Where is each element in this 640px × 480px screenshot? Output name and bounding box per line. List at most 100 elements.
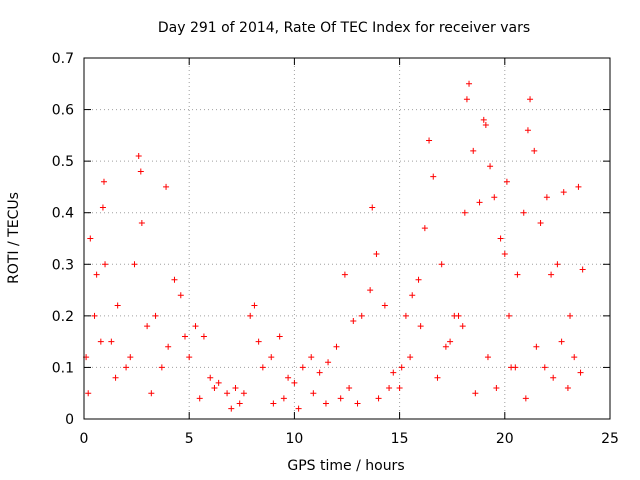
- x-tick-label: 10: [285, 431, 303, 447]
- data-point: [85, 390, 92, 397]
- data-point: [138, 220, 145, 227]
- data-point: [112, 374, 119, 381]
- data-point: [291, 379, 298, 386]
- data-point: [354, 400, 361, 407]
- data-point: [181, 333, 188, 340]
- data-point: [482, 122, 489, 129]
- data-point: [575, 183, 582, 190]
- data-point: [285, 374, 292, 381]
- y-tick-label: 0: [65, 412, 74, 428]
- data-point: [520, 209, 527, 216]
- data-point: [480, 116, 487, 123]
- data-point: [564, 385, 571, 392]
- y-tick-label: 0.4: [52, 206, 74, 222]
- data-point: [533, 343, 540, 350]
- y-tick-label: 0.2: [52, 309, 74, 325]
- data-point: [177, 292, 184, 299]
- data-point: [522, 395, 529, 402]
- data-point: [350, 318, 357, 325]
- data-point: [131, 261, 138, 268]
- data-point: [333, 343, 340, 350]
- data-point: [91, 312, 98, 319]
- data-point: [100, 178, 107, 185]
- data-point: [99, 204, 106, 211]
- x-tick-label: 15: [391, 431, 409, 447]
- data-point: [503, 178, 510, 185]
- data-point: [299, 364, 306, 371]
- data-point: [144, 323, 151, 330]
- axis-ticks: [83, 57, 611, 420]
- data-point: [497, 235, 504, 242]
- x-axis-label: GPS time / hours: [287, 458, 404, 474]
- data-point: [543, 194, 550, 201]
- data-point: [571, 354, 578, 361]
- data-point: [417, 323, 424, 330]
- data-point: [447, 338, 454, 345]
- data-point: [310, 390, 317, 397]
- data-point: [280, 395, 287, 402]
- data-point: [325, 359, 332, 366]
- data-point: [163, 183, 170, 190]
- data-point: [524, 127, 531, 134]
- data-point: [207, 374, 214, 381]
- data-point: [358, 312, 365, 319]
- data-point: [200, 333, 207, 340]
- plot-frame: [83, 57, 611, 420]
- data-point: [270, 400, 277, 407]
- data-point: [158, 364, 165, 371]
- data-point: [451, 312, 458, 319]
- data-point: [506, 312, 513, 319]
- data-point: [276, 333, 283, 340]
- data-point: [484, 354, 491, 361]
- data-point: [442, 343, 449, 350]
- data-point: [554, 261, 561, 268]
- data-point: [127, 354, 134, 361]
- data-point: [367, 287, 374, 294]
- data-point: [466, 80, 473, 87]
- data-point: [579, 266, 586, 273]
- data-point: [186, 354, 193, 361]
- y-tick-label: 0.5: [52, 154, 74, 170]
- data-point: [108, 338, 115, 345]
- data-point: [148, 390, 155, 397]
- data-point: [567, 312, 574, 319]
- tick-labels: 0 0.1 0.2 0.3 0.4 0.5 0.6 0.7 0 5 10 15 20 25: [52, 51, 619, 447]
- data-point: [415, 276, 422, 283]
- data-point: [438, 261, 445, 268]
- data-point: [240, 390, 247, 397]
- data-point: [407, 354, 414, 361]
- data-point: [137, 168, 144, 175]
- data-point: [346, 385, 353, 392]
- data-point: [560, 189, 567, 196]
- data-point: [295, 405, 302, 412]
- data-point: [421, 225, 428, 232]
- data-point: [459, 323, 466, 330]
- data-point: [434, 374, 441, 381]
- data-point: [93, 271, 100, 278]
- data-point: [224, 390, 231, 397]
- data-point: [386, 385, 393, 392]
- y-tick-label: 0.7: [52, 51, 74, 67]
- data-point: [341, 271, 348, 278]
- data-point: [165, 343, 172, 350]
- y-axis-label: ROTI / TECUs: [6, 192, 22, 284]
- data-point: [550, 374, 557, 381]
- data-point: [192, 323, 199, 330]
- data-point: [558, 338, 565, 345]
- data-point: [232, 385, 239, 392]
- data-point: [501, 250, 508, 257]
- data-point: [171, 276, 178, 283]
- data-point: [527, 96, 534, 103]
- data-point: [548, 271, 555, 278]
- data-point: [531, 147, 538, 154]
- data-point: [472, 390, 479, 397]
- data-point: [476, 199, 483, 206]
- data-point: [537, 220, 544, 227]
- data-point: [369, 204, 376, 211]
- data-point: [470, 147, 477, 154]
- data-point: [514, 271, 521, 278]
- data-point: [228, 405, 235, 412]
- x-tick-label: 0: [80, 431, 89, 447]
- data-point: [215, 379, 222, 386]
